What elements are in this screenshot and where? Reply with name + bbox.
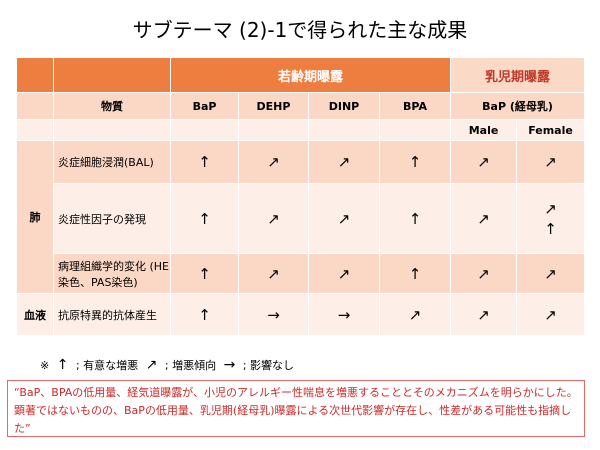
row-label: 抗原特異的抗体産生 [53,293,171,336]
arrow-cell: ↑ [378,140,452,184]
arrow-cell: ↑ [170,140,239,184]
substance-header: 物質 [53,92,171,120]
col-dinp: DINP [308,92,380,120]
legend: ※ ↑ ; 有意な増悪 ↗ ; 増悪傾向 → ; 影響なし [40,357,298,373]
col-bpa: BPA [378,92,452,120]
arrow-cell: ↗ [450,293,518,336]
arrow-cell: → [308,293,380,336]
arrow-cell: ↗ [516,253,586,294]
page-title: サブテーマ (2)-1で得られた主な成果 [132,18,468,42]
header-blank [53,57,171,93]
col-male: Male [450,119,518,141]
arrow-cell: ↗ [238,140,309,184]
arrow-cell: ↑ [378,183,452,254]
col-bap: BaP [170,92,239,120]
results-table: 若齢期曝露 乳児期曝露 物質 BaP DEHP DINP BPA BaP (経母… [16,57,586,336]
col-female: Female [516,119,586,141]
col-dehp: DEHP [238,92,309,120]
arrow-cell: ↗ [238,253,309,294]
organ-blood: 血液 [16,293,54,336]
header-blank [16,57,54,93]
row-label: 炎症性因子の発現 [53,183,171,254]
arrow-cell: ↗ [238,183,309,254]
col-bap-milk: BaP (経母乳) [450,92,586,120]
arrow-cell: ↑ [378,253,452,294]
blank-cell [378,119,452,141]
legend-right-arrow-icon: → [223,357,236,373]
arrow-cell: ↑ [170,183,239,254]
arrow-cell: ↗ [378,293,452,336]
arrow-cell: → [238,293,309,336]
arrow-cell: ↗ [450,253,518,294]
blank-cell [16,119,54,141]
legend-diagonal-arrow-icon: ↗ [145,357,158,373]
arrow-cell: ↑ [170,253,239,294]
legend-up-text: ; 有意な増悪 [75,359,139,372]
organ-lung: 肺 [16,140,54,294]
blank-cell [308,119,380,141]
header-young-exposure: 若齢期曝露 [169,57,452,93]
row-label: 炎症細胞浸潤(BAL) [53,140,171,184]
arrow-cell: ↑ [170,293,239,336]
blank-cell [238,119,309,141]
legend-right-text: ; 影響なし [242,359,295,372]
legend-diagonal-text: ; 増悪傾向 [164,359,217,372]
row-label: 病理組織学的変化 (HE染色、PAS染色) [53,253,171,294]
header-infant-exposure: 乳児期曝露 [450,57,586,93]
arrow-cell: ↗ [308,140,380,184]
blank-cell [53,119,171,141]
blank-cell [16,92,54,120]
arrow-cell: ↗ [450,183,518,254]
summary-note: “BaP、BPAの低用量、経気道曝露が、小児のアレルギー性喘息を増悪することとそ… [7,380,585,437]
arrow-cell: ↗ [308,253,380,294]
arrow-cell: ↗ [516,140,586,184]
legend-up-arrow-icon: ↑ [56,357,69,373]
arrow-cell: ↗ [516,293,586,336]
arrow-cell: ↗ [308,183,380,254]
legend-prefix: ※ [40,359,50,372]
blank-cell [170,119,239,141]
arrow-cell: ↗ [450,140,518,184]
arrow-cell: ↗ ↑ [516,183,586,254]
